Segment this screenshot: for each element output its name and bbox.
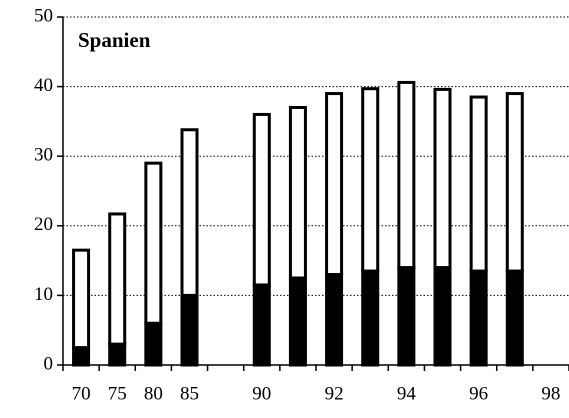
y-tick-label: 20 (34, 214, 53, 235)
bar-segment (433, 266, 452, 367)
bar-segment (108, 212, 127, 346)
bar-segment (180, 293, 199, 367)
x-tick-label: 70 (72, 383, 91, 404)
bar-segment (288, 276, 307, 367)
bar-segment (397, 80, 416, 270)
x-tick-label: 90 (252, 383, 271, 404)
x-tick-label: 92 (325, 383, 344, 404)
bar-segment (180, 128, 199, 297)
y-tick-label: 10 (34, 284, 53, 305)
bar-segment (361, 269, 380, 367)
chart-title: Spanien (78, 28, 151, 52)
bar-segment (505, 269, 524, 367)
bar-segment (433, 87, 452, 270)
bar-segment (144, 161, 163, 325)
x-tick-label: 94 (397, 383, 417, 404)
x-tick-label: 75 (108, 383, 127, 404)
y-tick-label: 30 (34, 145, 53, 166)
y-tick-label: 50 (34, 5, 53, 26)
bar-segment (325, 273, 344, 367)
bar-segment (108, 342, 127, 367)
bar-segment (469, 95, 488, 273)
bar-segment (361, 87, 380, 273)
y-tick-label: 0 (44, 353, 54, 374)
x-tick-label: 80 (144, 383, 163, 404)
y-tick-label: 40 (34, 75, 53, 96)
bar-segment (325, 92, 344, 277)
bar-segment (252, 112, 271, 287)
x-tick-label: 85 (180, 383, 199, 404)
bar-segment (469, 269, 488, 367)
bar-segment (288, 105, 307, 280)
x-tick-label: 98 (541, 383, 560, 404)
bar-segment (252, 283, 271, 367)
bar-segment (397, 266, 416, 367)
bar-segment (505, 92, 524, 273)
bar-segment (72, 248, 91, 350)
bar-segment (72, 346, 91, 367)
x-tick-label: 96 (469, 383, 488, 404)
bar-segment (144, 321, 163, 367)
